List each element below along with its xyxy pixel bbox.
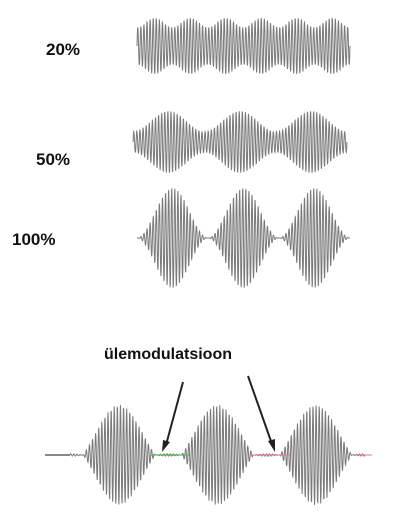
overmodulation-pointers — [162, 375, 275, 452]
waveform-100-percent — [137, 188, 350, 288]
waveform-trace — [136, 17, 351, 75]
waveform-overmodulation — [45, 405, 372, 505]
waveform-trace — [132, 111, 348, 173]
waveform-trace — [69, 405, 366, 505]
pointer-arrow-left — [165, 381, 184, 446]
label-20-percent: 20% — [46, 40, 81, 59]
pointer-arrowhead-left — [162, 440, 170, 452]
pointer-arrowhead-right — [268, 439, 275, 452]
pointer-arrow-right — [247, 375, 273, 445]
waveform-50-percent — [132, 111, 348, 173]
waveform-20-percent — [136, 17, 351, 75]
waveform-trace — [137, 188, 350, 288]
label-100-percent: 100% — [12, 230, 56, 249]
label-50-percent: 50% — [36, 150, 71, 169]
label-overmodulation: ülemodulatsioon — [104, 346, 232, 363]
